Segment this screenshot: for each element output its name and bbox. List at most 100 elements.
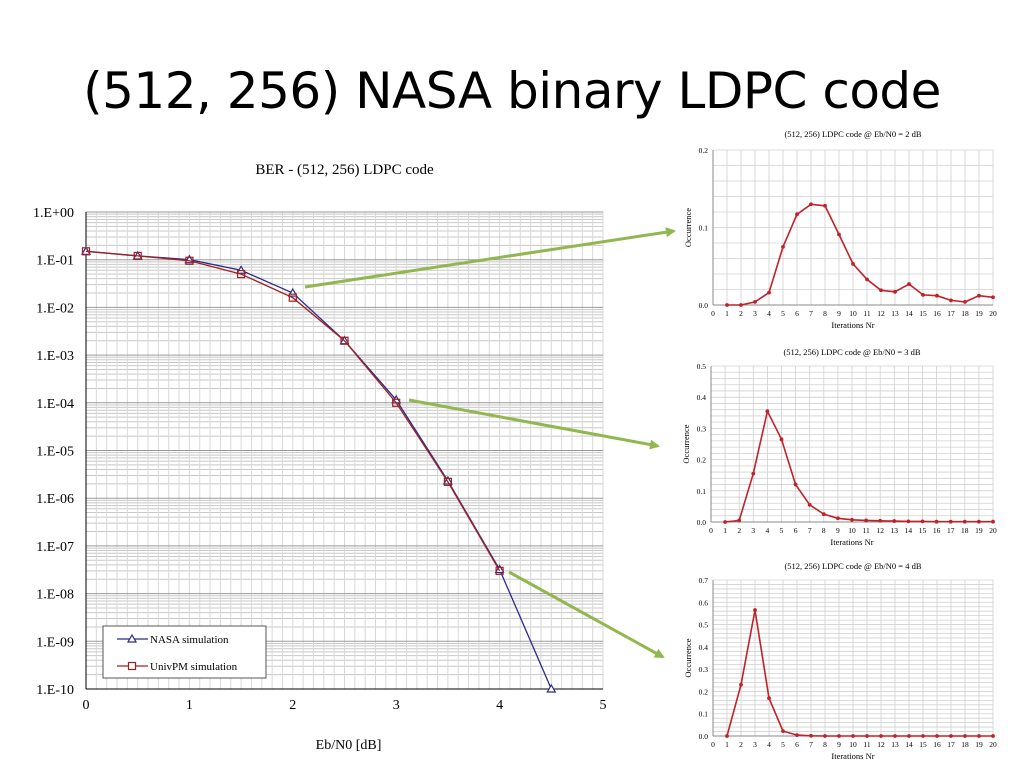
data-point xyxy=(288,293,297,302)
iterations-chart-2db: 0.00.10.20 1 2 3 4 5 6 7 8 9 10 11 12 13 14 15 16 17 18 19 2… xyxy=(683,129,997,330)
series-line xyxy=(85,250,552,690)
data-point xyxy=(837,232,841,237)
y-tick-label: 1.E-07 xyxy=(36,540,74,555)
data-point xyxy=(977,519,981,524)
series-line xyxy=(726,609,993,737)
data-point xyxy=(781,729,785,733)
data-point xyxy=(392,398,401,407)
data-point xyxy=(739,682,743,687)
y-tick-label: 0.6 xyxy=(699,598,709,607)
y-tick-label: 0.5 xyxy=(699,621,709,630)
x-tick-label: 19 xyxy=(975,740,983,749)
x-axis-label: Eb/N0 [dB] xyxy=(316,738,382,753)
x-tick-label: 6 xyxy=(795,740,799,749)
data-point xyxy=(443,477,452,486)
iterations-chart-4db: 0.00.10.20.30.40.50.60.70 1 2 3 4 5 6 7 8 9 10 11 12… xyxy=(683,561,997,761)
x-tick-label: 18 xyxy=(961,740,969,749)
data-point xyxy=(991,295,995,300)
data-point xyxy=(893,734,897,738)
data-point xyxy=(823,734,827,738)
y-tick-label: 1.E-04 xyxy=(36,397,74,412)
data-point xyxy=(948,519,953,524)
x-tick-label: 4 xyxy=(767,740,771,749)
callout-arrow xyxy=(408,398,660,450)
x-tick-label: 0 xyxy=(711,309,715,318)
legend-label: UnivPM simulation xyxy=(150,661,238,673)
x-axis-label: Iterations Nr xyxy=(830,537,873,547)
x-tick-label: 5 xyxy=(781,309,785,318)
data-point xyxy=(963,734,967,738)
x-tick-label: 4 xyxy=(496,698,503,713)
y-tick-label: 1.E-05 xyxy=(36,445,74,460)
y-tick-label: 1.E-01 xyxy=(36,254,74,269)
x-tick-label: 16 xyxy=(933,740,941,749)
data-point xyxy=(494,564,505,574)
x-tick-label: 0 xyxy=(83,698,90,713)
x-tick-label: 7 xyxy=(809,740,813,749)
x-tick-label: 13 xyxy=(891,309,899,318)
data-point xyxy=(809,733,813,738)
data-point xyxy=(963,300,967,304)
callout-arrow xyxy=(304,227,676,289)
data-point xyxy=(934,519,939,524)
x-tick-label: 18 xyxy=(961,309,969,318)
x-tick-label: 15 xyxy=(919,740,927,749)
data-point xyxy=(237,269,246,279)
data-point xyxy=(962,519,967,524)
x-tick-label: 16 xyxy=(933,526,941,535)
x-tick-label: 11 xyxy=(862,526,869,535)
x-tick-label: 8 xyxy=(823,309,827,318)
x-tick-label: 12 xyxy=(876,526,884,535)
data-point xyxy=(781,244,785,249)
callout-arrow xyxy=(508,570,665,659)
x-tick-label: 9 xyxy=(837,309,841,318)
x-axis-label: Iterations Nr xyxy=(831,751,874,761)
data-point xyxy=(795,212,799,217)
y-tick-label: 1.E-02 xyxy=(36,301,74,316)
x-tick-label: 1 xyxy=(723,526,727,535)
data-point xyxy=(133,251,142,261)
data-point xyxy=(821,512,826,517)
x-tick-label: 9 xyxy=(837,740,841,749)
x-tick-label: 10 xyxy=(848,526,856,535)
x-tick-label: 15 xyxy=(919,526,927,535)
x-tick-label: 20 xyxy=(989,526,997,535)
x-tick-label: 1 xyxy=(186,698,193,713)
chart-title: BER - (512, 256) LDPC code xyxy=(255,162,434,178)
x-tick-label: 4 xyxy=(766,526,770,535)
data-point xyxy=(864,518,868,523)
data-point xyxy=(725,303,729,307)
x-tick-label: 20 xyxy=(989,740,997,749)
data-point xyxy=(837,734,841,738)
data-point xyxy=(725,734,729,738)
data-point xyxy=(767,290,771,295)
data-point xyxy=(850,517,854,522)
x-tick-label: 8 xyxy=(823,740,827,749)
data-point xyxy=(807,502,812,507)
data-point xyxy=(793,482,798,487)
data-point xyxy=(823,203,827,208)
data-point xyxy=(751,471,756,476)
x-tick-label: 2 xyxy=(739,309,743,318)
x-tick-label: 14 xyxy=(905,309,913,318)
x-tick-label: 3 xyxy=(751,526,755,535)
y-tick-label: 0.0 xyxy=(699,732,709,741)
y-tick-label: 0.4 xyxy=(699,643,709,652)
y-tick-label: 0.2 xyxy=(699,146,709,155)
data-point xyxy=(185,256,194,265)
data-point xyxy=(236,265,247,274)
data-point xyxy=(737,518,742,523)
data-point xyxy=(836,516,840,521)
x-tick-label: 10 xyxy=(849,309,857,318)
y-tick-label: 0.3 xyxy=(699,665,709,674)
legend-label: NASA simulation xyxy=(150,634,229,646)
y-tick-label: 1.E-06 xyxy=(36,492,74,507)
data-point xyxy=(340,336,349,345)
x-tick-label: 3 xyxy=(393,698,400,713)
data-point xyxy=(546,683,557,693)
data-point xyxy=(765,409,770,414)
x-tick-label: 5 xyxy=(780,526,784,535)
x-tick-label: 7 xyxy=(809,309,813,318)
x-tick-label: 5 xyxy=(781,740,785,749)
x-tick-label: 12 xyxy=(877,740,885,749)
